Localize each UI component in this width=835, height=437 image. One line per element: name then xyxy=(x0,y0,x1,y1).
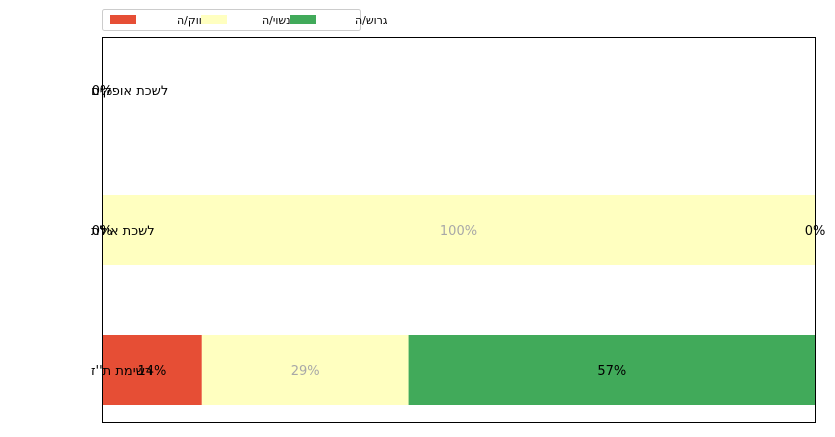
data-label: 0% xyxy=(805,224,826,239)
legend: רווק/ה נשוי/ה גרוש/ה xyxy=(102,9,388,31)
bar-segment xyxy=(102,195,815,265)
data-label: 0% xyxy=(92,84,113,99)
plot-area-frame xyxy=(102,37,816,423)
legend-swatch-married xyxy=(201,15,227,24)
legend-swatch-divorced xyxy=(290,15,316,24)
bar-segment xyxy=(408,335,815,405)
data-label: 29% xyxy=(291,364,320,379)
bar-segment xyxy=(102,335,202,405)
legend-frame xyxy=(102,9,361,31)
y-tick-label: לשכת אופקים xyxy=(91,84,168,99)
bar-segment xyxy=(201,335,409,405)
data-label: 100% xyxy=(440,224,477,239)
data-label: 14% xyxy=(137,364,166,379)
data-label: 0% xyxy=(92,224,113,239)
data-label: 57% xyxy=(597,364,626,379)
bars-layer xyxy=(102,195,815,405)
y-axis-ticks: רשימת ת''ז לשכת אילת לשכת אופקים xyxy=(91,84,168,379)
data-labels-layer: 14% 29% 57% 0% 100% 0% 0% xyxy=(92,84,826,379)
y-tick-label: רשימת ת''ז xyxy=(91,364,152,379)
legend-label-single: רווק/ה xyxy=(177,14,208,27)
legend-swatch-single xyxy=(110,15,136,24)
legend-label-divorced: גרוש/ה xyxy=(355,14,388,27)
y-tick-label: לשכת אילת xyxy=(91,224,155,239)
legend-label-married: נשוי/ה xyxy=(262,14,291,27)
